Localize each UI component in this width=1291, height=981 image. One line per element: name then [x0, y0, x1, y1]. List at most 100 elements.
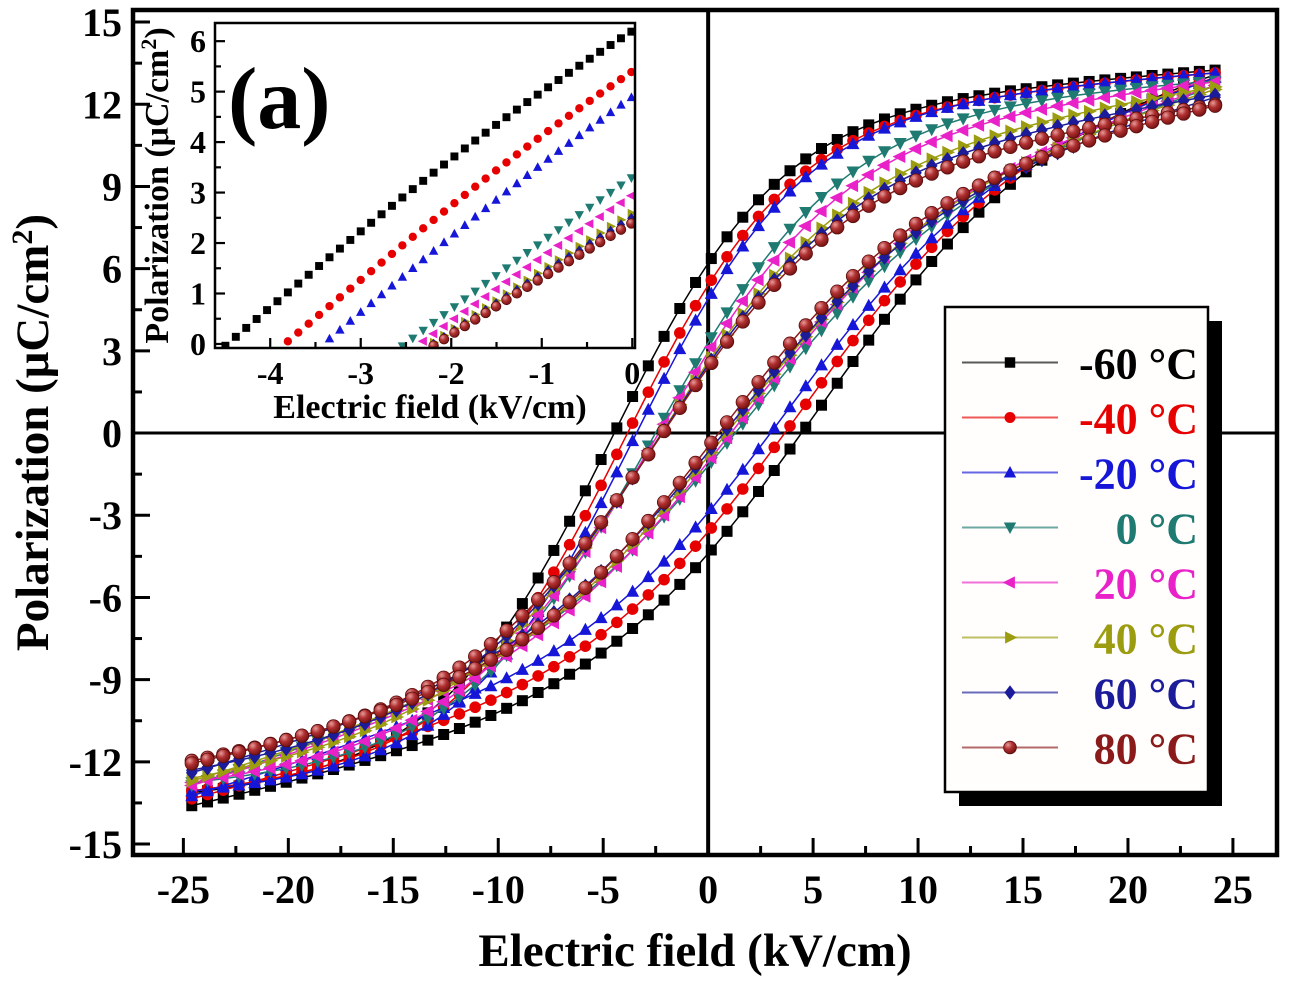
- square-marker-icon: [422, 734, 434, 746]
- square-marker-icon: [419, 176, 428, 185]
- circle-marker-icon: [548, 566, 560, 578]
- square-marker-icon: [453, 723, 465, 735]
- triangle-up-marker-icon: [830, 146, 844, 159]
- sphere-marker-icon: [553, 262, 564, 273]
- triangle-down-marker-icon: [449, 303, 460, 312]
- square-marker-icon: [283, 288, 292, 297]
- triangle-down-marker-icon: [418, 326, 428, 336]
- triangle-left-marker-icon: [625, 191, 636, 201]
- circle-marker-icon: [595, 89, 605, 98]
- triangle-up-marker-icon: [704, 286, 718, 299]
- triangle-left-marker-icon: [703, 340, 717, 354]
- triangle-up-marker-icon: [439, 237, 449, 247]
- triangle-down-marker-icon: [1098, 86, 1112, 99]
- diamond-marker-icon: [1114, 105, 1127, 121]
- diamond-marker-icon: [847, 278, 859, 294]
- triangle-down-marker-icon: [481, 279, 491, 289]
- diamond-marker-icon: [941, 151, 954, 167]
- triangle-up-marker-icon: [626, 92, 636, 102]
- sphere-marker-icon: [798, 318, 813, 333]
- legend-entry: 40 °C: [962, 615, 1198, 664]
- sphere-marker-icon: [531, 620, 546, 635]
- triangle-up-marker-icon: [1003, 88, 1017, 101]
- circle-marker-icon: [387, 249, 397, 259]
- diamond-marker-icon: [1004, 685, 1016, 700]
- triangle-up-marker-icon: [1003, 466, 1017, 478]
- series-neg20c-inset: [324, 92, 636, 343]
- sphere-marker-icon: [452, 669, 467, 685]
- triangle-left-marker-icon: [605, 205, 615, 215]
- sphere-marker-icon: [609, 549, 624, 564]
- diamond-marker-icon: [894, 173, 906, 189]
- triangle-up-marker-icon: [460, 220, 470, 229]
- square-marker-icon: [564, 668, 576, 680]
- square-marker-icon: [926, 255, 938, 267]
- square-marker-icon: [627, 391, 639, 403]
- triangle-down-marker-icon: [1114, 84, 1128, 97]
- legend-entry: 80 °C: [962, 725, 1198, 774]
- triangle-up-marker-icon: [862, 298, 876, 311]
- sphere-marker-icon: [641, 447, 656, 462]
- triangle-left-marker-icon: [813, 204, 827, 218]
- sphere-marker-icon: [861, 198, 876, 213]
- triangle-up-marker-icon: [752, 219, 765, 232]
- square-marker-icon: [606, 41, 615, 49]
- circle-marker-icon: [398, 241, 407, 250]
- circle-marker-icon: [752, 210, 765, 223]
- circle-marker-icon: [799, 398, 812, 411]
- triangle-down-marker-icon: [862, 155, 876, 168]
- series-neg60c-inset: [221, 27, 636, 349]
- triangle-up-marker-icon: [673, 537, 687, 550]
- triangle-down-marker-icon: [439, 311, 449, 320]
- triangle-down-marker-icon: [720, 307, 734, 320]
- circle-marker-icon: [356, 275, 365, 285]
- square-marker-icon: [564, 68, 573, 77]
- triangle-down-marker-icon: [1019, 98, 1033, 111]
- triangle-up-marker-icon: [335, 324, 345, 334]
- square-marker-icon: [544, 83, 553, 92]
- triangle-down-marker-icon: [704, 332, 718, 345]
- triangle-left-marker-icon: [436, 695, 449, 709]
- circle-marker-icon: [595, 479, 607, 492]
- sphere-marker-icon: [578, 580, 593, 595]
- circle-marker-icon: [721, 250, 733, 263]
- sphere-marker-icon: [200, 752, 215, 767]
- circle-marker-icon: [516, 678, 529, 691]
- sphere-marker-icon: [735, 394, 750, 410]
- sphere-marker-icon: [468, 661, 483, 676]
- sphere-marker-icon: [501, 294, 512, 306]
- triangle-up-marker-icon: [720, 262, 734, 275]
- circle-marker-icon: [563, 538, 576, 551]
- triangle-left-marker-icon: [417, 336, 427, 346]
- triangle-up-marker-icon: [641, 402, 655, 415]
- triangle-left-marker-icon: [892, 150, 906, 163]
- legend-entry: -60 °C: [962, 340, 1198, 389]
- sphere-marker-icon: [1019, 156, 1034, 171]
- triangle-up-marker-icon: [484, 679, 498, 692]
- sphere-marker-icon: [1160, 110, 1175, 125]
- sphere-marker-icon: [1129, 119, 1144, 134]
- sphere-marker-icon: [438, 333, 450, 345]
- sphere-marker-icon: [861, 254, 876, 269]
- square-marker-icon: [450, 152, 459, 161]
- sphere-marker-icon: [625, 470, 640, 485]
- triangle-up-marker-icon: [397, 272, 408, 281]
- triangle-down-marker-icon: [736, 284, 750, 297]
- triangle-up-marker-icon: [736, 462, 750, 475]
- sphere-marker-icon: [231, 745, 247, 760]
- circle-marker-icon: [674, 327, 686, 339]
- square-marker-icon: [595, 454, 607, 466]
- sphere-marker-icon: [468, 649, 483, 664]
- circle-marker-icon: [768, 193, 781, 206]
- sphere-marker-icon: [814, 232, 829, 247]
- sphere-marker-icon: [357, 709, 373, 724]
- square-marker-icon: [438, 728, 450, 740]
- inset-x-tick-label: -1: [528, 355, 555, 391]
- triangle-up-marker-icon: [1019, 85, 1033, 98]
- square-marker-icon: [294, 279, 303, 288]
- triangle-up-marker-icon: [657, 371, 671, 384]
- square-marker-icon: [690, 276, 702, 288]
- square-marker-icon: [377, 210, 386, 219]
- sphere-marker-icon: [532, 275, 543, 286]
- triangle-left-marker-icon: [511, 269, 521, 280]
